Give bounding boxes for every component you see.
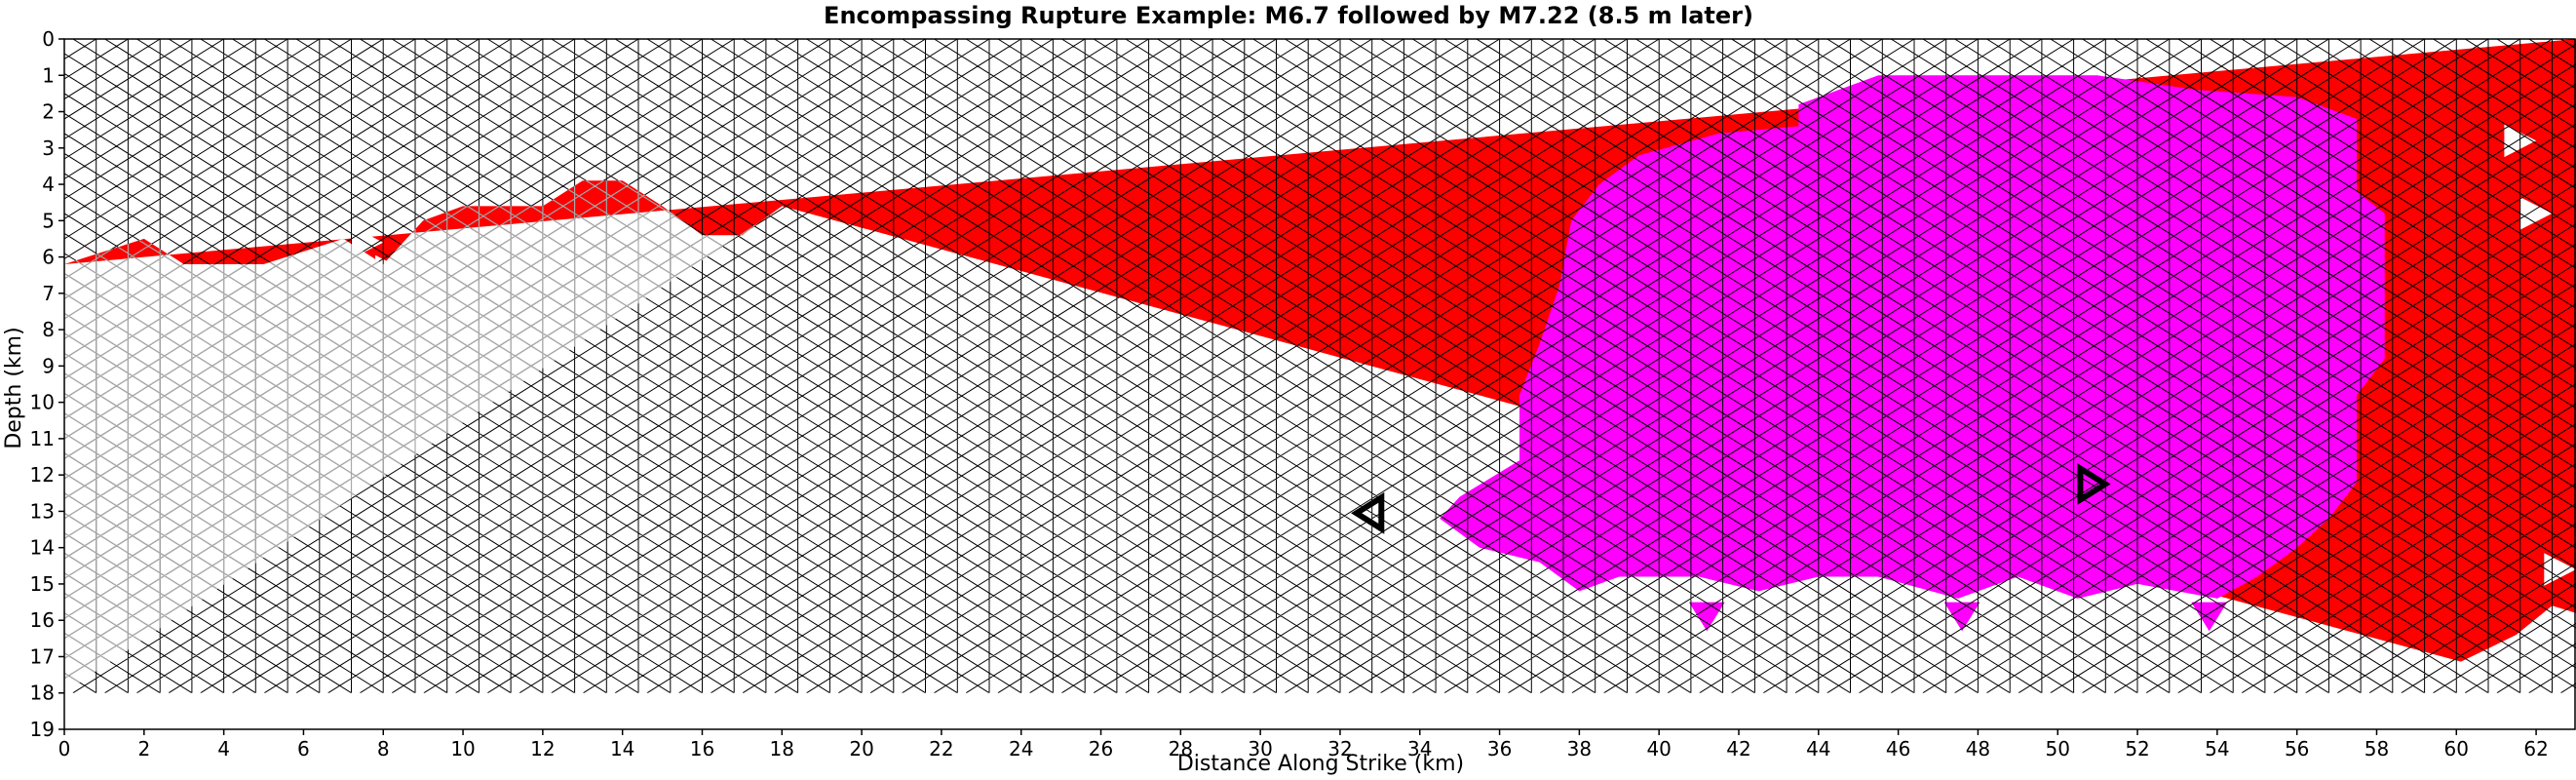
y-tick-label: 13	[30, 499, 55, 523]
hypocenter-marker	[1351, 491, 1385, 534]
x-tick-label: 56	[2285, 737, 2309, 760]
x-tick-label: 12	[530, 737, 555, 760]
x-tick-label: 50	[2046, 737, 2070, 760]
plot-area	[64, 39, 2576, 710]
unruptured-cell	[1993, 677, 2026, 710]
x-tick-label: 36	[1487, 737, 1512, 760]
x-tick-label: 32	[1327, 737, 1352, 760]
unruptured-cell	[351, 334, 384, 369]
x-tick-label: 46	[1886, 737, 1910, 760]
x-tick-label: 4	[217, 737, 230, 760]
unruptured-cell	[351, 371, 384, 405]
y-tick-label: 16	[30, 608, 55, 632]
hypocenter-markers	[1351, 463, 2111, 534]
rupture-cell-m67	[1688, 602, 1725, 632]
x-tick-label: 40	[1646, 737, 1671, 760]
x-tick-label: 0	[58, 737, 71, 760]
y-tick-label: 12	[30, 463, 55, 487]
y-tick-label: 8	[42, 318, 55, 341]
y-tick-label: 11	[30, 427, 55, 450]
y-tick-label: 17	[30, 644, 55, 668]
y-tick-label: 19	[30, 718, 55, 741]
x-tick-label: 42	[1726, 737, 1750, 760]
x-tick-label: 26	[1089, 737, 1113, 760]
x-tick-label: 62	[2523, 737, 2548, 760]
y-tick-label: 15	[30, 572, 55, 596]
unruptured-mesh-lines	[64, 39, 783, 693]
x-tick-label: 22	[929, 737, 953, 760]
y-tick-label: 6	[42, 246, 55, 269]
x-tick-label: 54	[2205, 737, 2229, 760]
x-tick-label: 38	[1567, 737, 1592, 760]
chart-title: Encompassing Rupture Example: M6.7 follo…	[824, 2, 1753, 29]
x-tick-label: 58	[2365, 737, 2389, 760]
x-tick-label: 34	[1407, 737, 1432, 760]
rupture-cell-m67	[2191, 602, 2228, 632]
x-tick-label: 24	[1009, 737, 1033, 760]
y-tick-label: 7	[42, 282, 55, 305]
x-tick-label: 16	[690, 737, 714, 760]
y-tick-label: 9	[42, 354, 55, 377]
y-tick-label: 1	[42, 63, 55, 87]
y-axis-label: Depth (km)	[2, 327, 26, 448]
x-tick-label: 20	[849, 737, 873, 760]
x-axis-label: Distance Along Strike (km)	[1177, 752, 1464, 776]
x-tick-label: 28	[1169, 737, 1193, 760]
y-tick-label: 2	[42, 100, 55, 124]
y-tick-label: 5	[42, 209, 55, 232]
unruptured-cell	[351, 175, 384, 209]
x-tick-label: 2	[137, 737, 150, 760]
x-tick-label: 8	[377, 737, 390, 760]
x-tick-label: 18	[770, 737, 794, 760]
x-tick-label: 30	[1248, 737, 1272, 760]
x-tick-label: 44	[1806, 737, 1830, 760]
x-tick-label: 60	[2444, 737, 2469, 760]
y-tick-label: 0	[42, 27, 55, 51]
plot-frame	[63, 38, 2576, 730]
rupture-cell-m67	[1943, 602, 1980, 632]
hypocenter-marker	[2077, 463, 2111, 505]
x-tick-label: 10	[450, 737, 475, 760]
x-axis-ticks: 0 2 4 6 8 10 12 14 16 18 20 22 24 26 28 30 32 34 36 38 40 42 4…	[58, 729, 2549, 760]
x-tick-label: 6	[297, 737, 310, 760]
y-tick-label: 14	[30, 536, 55, 560]
y-tick-label: 18	[30, 682, 55, 705]
unruptured-corner	[2384, 605, 2576, 693]
x-tick-label: 14	[610, 737, 634, 760]
y-tick-label: 3	[42, 136, 55, 160]
y-tick-label: 10	[30, 391, 55, 414]
unruptured-cell	[2519, 197, 2553, 230]
x-tick-label: 52	[2125, 737, 2149, 760]
x-tick-label: 48	[1966, 737, 1990, 760]
y-tick-label: 4	[42, 173, 55, 196]
